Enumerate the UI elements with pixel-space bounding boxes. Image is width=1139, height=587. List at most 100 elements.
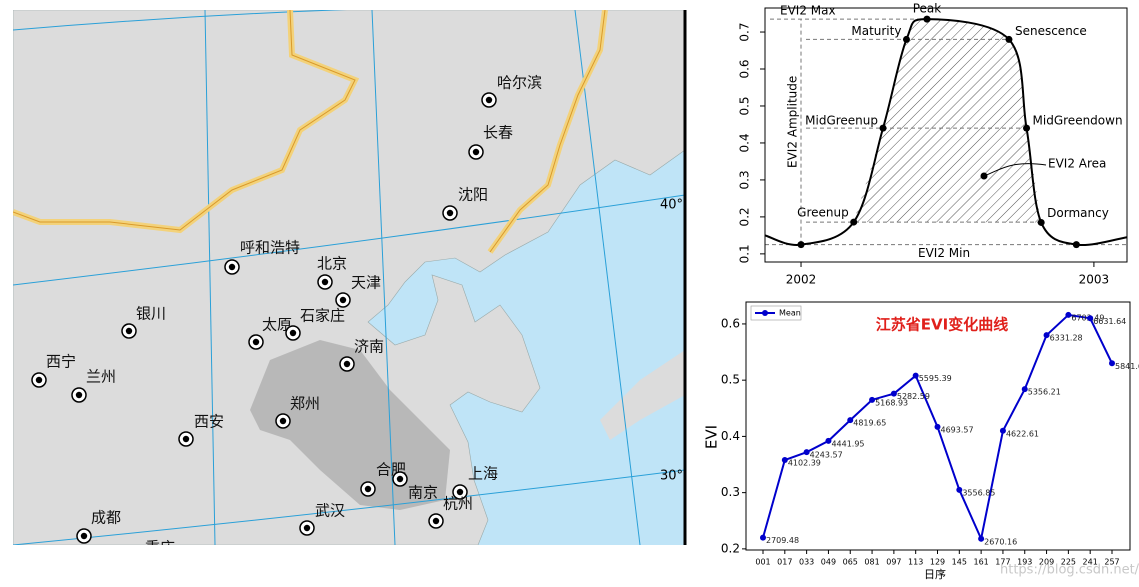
graticule bbox=[13, 10, 685, 545]
legend-label: Mean bbox=[779, 309, 801, 318]
city-marker-dot bbox=[75, 391, 83, 399]
city-label: 西宁 bbox=[46, 353, 76, 371]
city-label: 西安 bbox=[194, 413, 224, 431]
city-marker-dot bbox=[228, 263, 236, 271]
city-label: 北京 bbox=[317, 255, 347, 273]
x-tick-label: 161 bbox=[973, 558, 988, 567]
point bbox=[912, 372, 919, 379]
point-label: MidGreendown bbox=[1033, 114, 1123, 128]
area-leader bbox=[983, 163, 1047, 177]
point bbox=[1109, 360, 1115, 367]
point-label: Dormancy bbox=[1047, 206, 1109, 220]
y-axis-label: EVI bbox=[703, 425, 721, 449]
legend-box bbox=[750, 305, 802, 321]
city-marker-dot bbox=[125, 327, 133, 335]
x-tick-label: 145 bbox=[952, 558, 967, 567]
city-marker-dot bbox=[321, 278, 329, 286]
point-annotation: 3556.85 bbox=[962, 488, 995, 497]
city-marker-dot bbox=[35, 376, 43, 384]
city-label: 武汉 bbox=[315, 502, 345, 520]
legend-marker bbox=[762, 310, 768, 316]
point-label: Greenup bbox=[797, 206, 849, 220]
point-annotation: 6631.64 bbox=[1093, 317, 1126, 326]
x-tick-label: 001 bbox=[755, 558, 770, 567]
point bbox=[760, 534, 766, 541]
point bbox=[879, 124, 887, 132]
point bbox=[781, 457, 788, 464]
city-label: 沈阳 bbox=[458, 186, 488, 204]
city-marker-dot bbox=[396, 475, 404, 483]
point bbox=[978, 535, 985, 542]
point-annotation: 4102.39 bbox=[788, 459, 821, 468]
city-marker-dot bbox=[289, 329, 297, 337]
x-tick-label: 017 bbox=[777, 558, 792, 567]
y-tick-label: 0.4 bbox=[721, 429, 740, 443]
amplitude-label: EVI2 Amplitude bbox=[786, 76, 800, 168]
point bbox=[1023, 124, 1031, 132]
x-tick-label: 257 bbox=[1104, 558, 1119, 567]
city-label: 郑州 bbox=[290, 395, 320, 413]
point bbox=[1065, 311, 1072, 318]
y-tick-label: 0.6 bbox=[738, 59, 752, 78]
max-label: EVI2 Max bbox=[780, 4, 836, 18]
watermark: https://blog.csdn.net/qq_37948866 bbox=[1000, 563, 1139, 578]
point bbox=[890, 390, 897, 397]
city-marker-dot bbox=[472, 148, 480, 156]
y-tick-label: 0.3 bbox=[721, 485, 740, 499]
point-label: Peak bbox=[913, 2, 942, 16]
point bbox=[956, 486, 963, 493]
point bbox=[1087, 315, 1094, 322]
point bbox=[847, 417, 854, 424]
x-tick-label: 049 bbox=[821, 558, 836, 567]
plot-frame bbox=[764, 7, 1128, 263]
city-marker-dot bbox=[456, 488, 464, 496]
point-annotation: 4243.57 bbox=[810, 451, 843, 460]
city-marker-dot bbox=[339, 296, 347, 304]
point bbox=[797, 241, 805, 249]
city-marker-dot bbox=[485, 96, 493, 104]
point bbox=[934, 423, 941, 430]
x-tick-label: 065 bbox=[843, 558, 858, 567]
point-annotation: 4441.95 bbox=[831, 439, 864, 448]
city-label: 石家庄 bbox=[300, 307, 345, 325]
city-label: 成都 bbox=[91, 509, 121, 527]
point-annotation: 5356.21 bbox=[1028, 388, 1061, 397]
y-tick-label: 0.5 bbox=[721, 373, 740, 387]
area-label: EVI2 Area bbox=[1048, 157, 1106, 171]
city-label: 哈尔滨 bbox=[497, 74, 542, 92]
x-tick-label: 097 bbox=[886, 558, 901, 567]
city-label: 天津 bbox=[351, 274, 381, 292]
latitude-label: 40° bbox=[660, 198, 683, 213]
borders bbox=[13, 10, 608, 254]
point-label: Senescence bbox=[1015, 24, 1087, 38]
city-marker-dot bbox=[343, 360, 351, 368]
y-tick-label: 0.2 bbox=[738, 207, 752, 226]
city-marker-dot bbox=[446, 209, 454, 217]
x-tick-label: 2003 bbox=[1079, 273, 1110, 287]
x-tick-label: 241 bbox=[1083, 558, 1098, 567]
city-label: 上海 bbox=[468, 465, 498, 483]
city-label: 杭州 bbox=[443, 495, 473, 513]
city-label: 长春 bbox=[483, 124, 513, 142]
point bbox=[825, 437, 832, 444]
y-tick-label: 0.5 bbox=[738, 96, 752, 115]
hatched-area bbox=[853, 19, 1042, 223]
x-tick-label: 209 bbox=[1039, 558, 1054, 567]
point-label: Maturity bbox=[851, 24, 901, 38]
point-annotation: 4622.61 bbox=[1006, 429, 1039, 438]
x-tick-label: 129 bbox=[930, 558, 945, 567]
y-tick-label: 0.1 bbox=[738, 244, 752, 263]
point-annotation: 5282.59 bbox=[897, 392, 930, 401]
point-annotation: 2670.16 bbox=[984, 537, 1017, 546]
x-tick-label: 033 bbox=[799, 558, 814, 567]
point bbox=[850, 218, 858, 226]
city-marker-dot bbox=[303, 524, 311, 532]
city-label: 银川 bbox=[136, 305, 166, 323]
point bbox=[869, 396, 876, 403]
point bbox=[1021, 386, 1028, 393]
point bbox=[999, 427, 1006, 434]
y-tick-label: 0.3 bbox=[738, 170, 752, 189]
point-annotation: 5841.63 bbox=[1115, 362, 1139, 371]
point-label: MidGreenup bbox=[805, 114, 878, 128]
